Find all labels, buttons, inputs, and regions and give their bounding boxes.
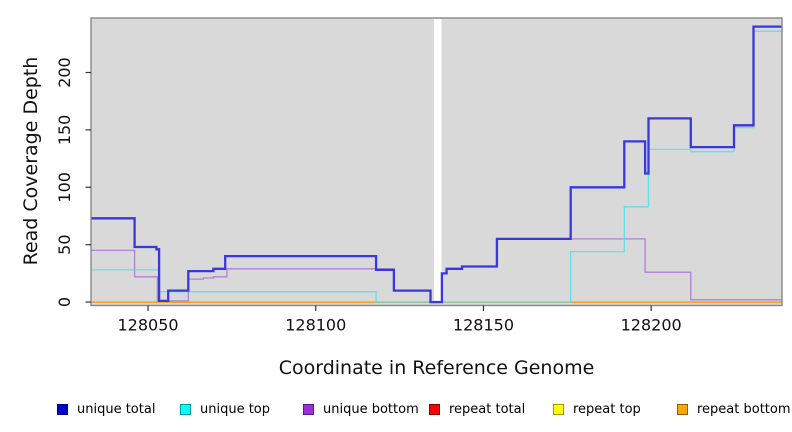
legend-item-label: repeat top (573, 401, 641, 417)
y-axis-title: Read Coverage Depth (20, 56, 42, 266)
legend-item-label: unique bottom (323, 401, 419, 417)
y-tick-label: 50 (55, 234, 74, 254)
legend-swatch-icon (677, 403, 688, 415)
legend-item-label: unique total (77, 401, 156, 417)
legend-item-repeat-top: repeat top (553, 399, 641, 419)
legend-item-repeat-total: repeat total (429, 399, 525, 419)
legend-item-unique-bottom: unique bottom (303, 399, 419, 419)
x-tick-label: 128150 (453, 316, 514, 335)
legend-item-label: repeat total (449, 401, 526, 417)
y-tick-label: 150 (55, 115, 74, 146)
legend-item-label: unique top (200, 401, 271, 417)
legend-swatch-icon (303, 403, 314, 415)
y-tick-label: 100 (55, 172, 74, 203)
legend: unique total unique top unique bottom repea… (0, 399, 792, 423)
series-line-unique-top (91, 30, 782, 303)
legend-item-unique-total: unique total (57, 399, 155, 419)
y-tick-label: 200 (55, 57, 74, 88)
legend-swatch-icon (57, 403, 68, 415)
gap-band (434, 19, 442, 301)
plot-border (90, 17, 783, 307)
x-tick-label: 128200 (621, 316, 682, 335)
x-axis-title: Coordinate in Reference Genome (278, 357, 595, 379)
legend-item-repeat-bottom: repeat bottom (677, 399, 791, 419)
series-line-unique-total (91, 25, 782, 304)
legend-swatch-icon (429, 403, 440, 415)
legend-swatch-icon (180, 403, 191, 415)
legend-item-unique-top: unique top (180, 399, 270, 419)
legend-swatch-icon (553, 403, 564, 415)
legend-item-label: repeat bottom (697, 401, 791, 417)
y-tick-label: 0 (55, 297, 74, 307)
x-tick-label: 128050 (117, 316, 178, 335)
x-tick-label: 128100 (285, 316, 346, 335)
